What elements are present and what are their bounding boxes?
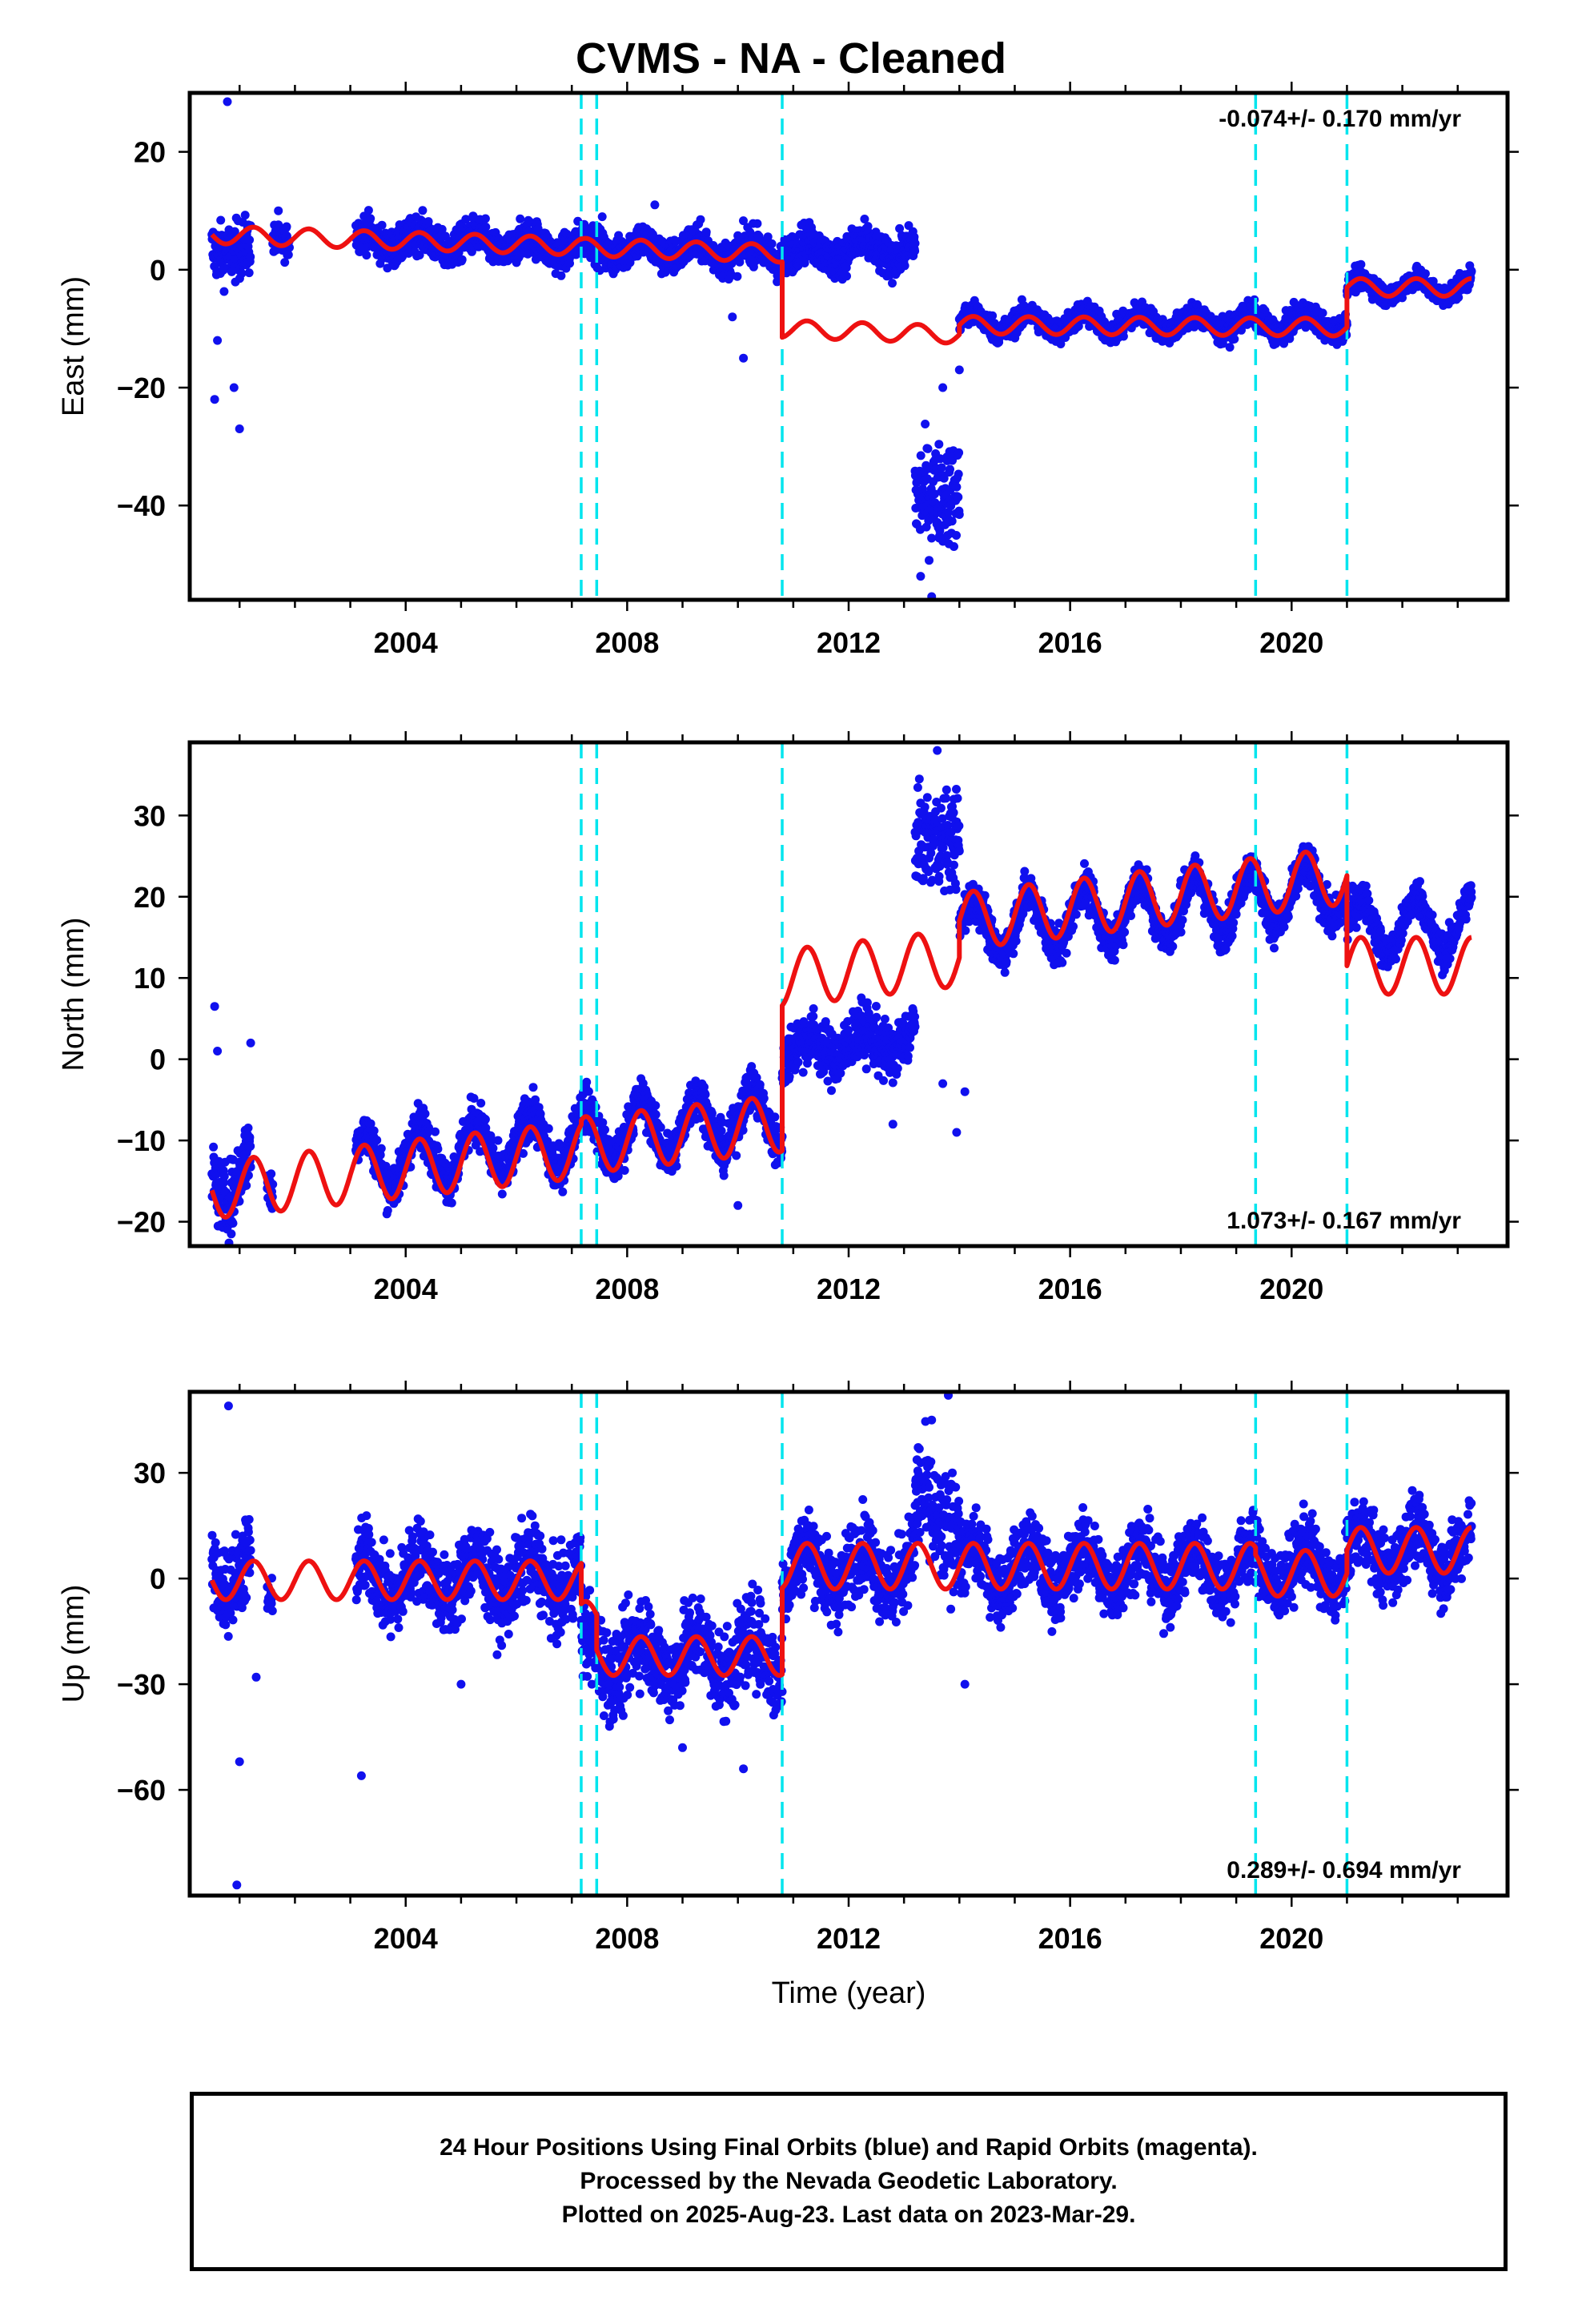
y-tick-label: 0	[150, 1562, 166, 1595]
velocity-rate-label-panel-3: 0.289+/- 0.694 mm/yr	[1227, 1857, 1461, 1884]
velocity-rate-label-panel-1: -0.074+/- 0.170 mm/yr	[1219, 106, 1461, 132]
y-tick-label: −20	[117, 1206, 166, 1239]
y-tick-label: −10	[117, 1124, 166, 1157]
x-tick-label: 2016	[1038, 1273, 1102, 1305]
x-tick-label: 2008	[595, 1922, 659, 1955]
x-tick-label: 2020	[1259, 626, 1323, 659]
data-points-panel-2	[207, 746, 1476, 1246]
panel-frame-1	[187, 90, 1510, 602]
footer-line-2: Processed by the Nevada Geodetic Laborat…	[580, 2168, 1118, 2194]
x-tick-label: 2012	[817, 1922, 881, 1955]
model-fit-line-panel-1	[210, 224, 1473, 346]
y-tick-label: 30	[134, 1457, 166, 1490]
x-tick-label: 2004	[374, 626, 438, 659]
velocity-rate-label-panel-2: 1.073+/- 0.167 mm/yr	[1227, 1208, 1461, 1234]
y-tick-label: −30	[117, 1668, 166, 1701]
panel-frame-3	[187, 1389, 1510, 1898]
x-tick-label: 2004	[374, 1273, 438, 1305]
x-tick-label: 2020	[1259, 1922, 1323, 1955]
x-tick-label: 2012	[817, 626, 881, 659]
x-tick-label: 2004	[374, 1922, 438, 1955]
x-tick-label: 2016	[1038, 1922, 1102, 1955]
chart-title: CVMS - NA - Cleaned	[575, 34, 1007, 82]
y-axis-title-panel-3: Up (mm)	[57, 1585, 90, 1703]
y-tick-label: 20	[134, 136, 166, 169]
y-tick-label: −20	[117, 372, 166, 404]
data-points-panel-3	[207, 1392, 1476, 1890]
footer-box: 24 Hour Positions Using Final Orbits (bl…	[190, 2092, 1508, 2271]
x-tick-label: 2008	[595, 1273, 659, 1305]
x-tick-label: 2016	[1038, 626, 1102, 659]
footer-line-3: Plotted on 2025-Aug-23. Last data on 202…	[561, 2201, 1136, 2228]
model-fit-line-panel-2	[209, 850, 1473, 1220]
y-tick-label: 0	[150, 1043, 166, 1076]
y-tick-label: 0	[150, 254, 166, 287]
y-tick-label: −40	[117, 489, 166, 522]
model-fit-line-panel-3	[209, 1525, 1473, 1679]
footer-line-1: 24 Hour Positions Using Final Orbits (bl…	[440, 2134, 1258, 2161]
y-tick-label: −60	[117, 1774, 166, 1807]
x-tick-label: 2012	[817, 1273, 881, 1305]
data-points-panel-1	[207, 97, 1476, 600]
y-axis-title-panel-2: North (mm)	[57, 917, 90, 1071]
x-tick-label: 2008	[595, 626, 659, 659]
y-tick-label: 20	[134, 881, 166, 914]
x-axis-title: Time (year)	[772, 1976, 926, 2010]
y-tick-label: 10	[134, 962, 166, 995]
y-tick-label: 30	[134, 799, 166, 832]
x-tick-label: 2020	[1259, 1273, 1323, 1305]
y-axis-title-panel-1: East (mm)	[57, 276, 90, 416]
